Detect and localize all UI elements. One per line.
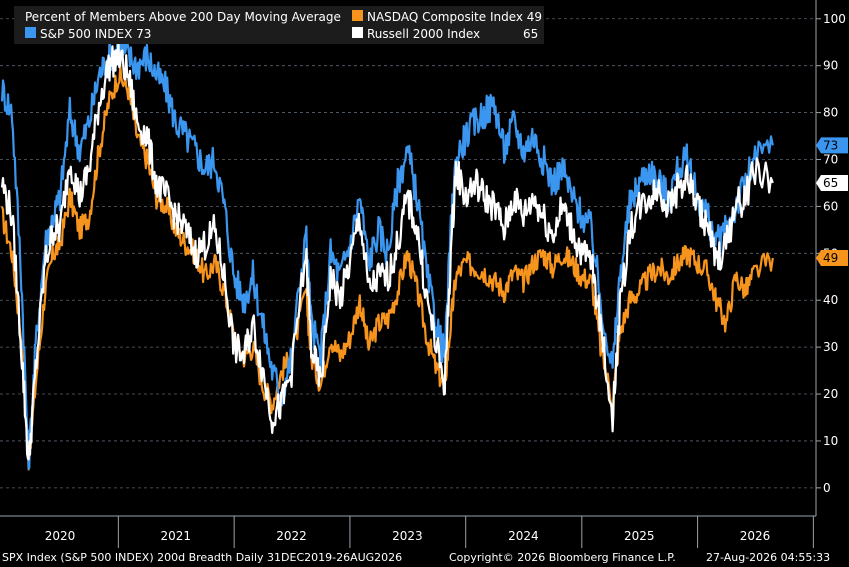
y-tick-label: 40	[823, 293, 838, 307]
series-layer	[0, 38, 774, 471]
value-tag-label: 73	[823, 138, 838, 152]
legend-value-russell: 65	[523, 27, 538, 41]
footer-copyright: Copyright© 2026 Bloomberg Finance L.P.	[449, 551, 676, 564]
y-tick-label: 20	[823, 387, 838, 401]
legend-swatch-nasdaq	[352, 10, 363, 21]
y-axis-ticks: 0102030405060708090100	[816, 12, 846, 495]
x-tick-label: 2022	[276, 529, 307, 543]
x-tick-label: 2023	[392, 529, 423, 543]
x-tick-label: 2021	[161, 529, 192, 543]
y-tick-label: 10	[823, 434, 838, 448]
x-tick-label: 2024	[508, 529, 539, 543]
y-tick-label: 30	[823, 340, 838, 354]
footer-timestamp: 27-Aug-2026 04:55:33	[706, 551, 830, 564]
value-tag-2: 65	[816, 174, 848, 191]
x-tick-label: 2026	[740, 529, 771, 543]
x-tick-label: 2020	[45, 529, 76, 543]
legend-swatch-russell	[352, 27, 363, 38]
value-tag-0: 49	[816, 250, 848, 266]
legend-swatch-spx	[25, 27, 36, 38]
chart-title: Percent of Members Above 200 Day Moving …	[25, 10, 341, 24]
footer-background	[0, 548, 849, 567]
x-tick-label: 2025	[624, 529, 655, 543]
y-tick-label: 60	[823, 199, 838, 213]
y-tick-label: 90	[823, 59, 838, 73]
y-tick-label: 0	[823, 481, 831, 495]
last-value-tags: 49 73 65	[816, 137, 848, 266]
series-line-2	[0, 40, 774, 461]
value-tag-label: 65	[823, 176, 838, 190]
y-tick-label: 100	[823, 12, 846, 26]
legend-label-spx: S&P 500 INDEX 73	[40, 27, 151, 41]
legend-background	[14, 6, 544, 44]
legend-label-nasdaq: NASDAQ Composite Index 49	[367, 10, 542, 24]
footer-source: SPX Index (S&P 500 INDEX) 200d Breadth D…	[2, 551, 402, 564]
y-tick-label: 80	[823, 106, 838, 120]
legend: Percent of Members Above 200 Day Moving …	[14, 6, 544, 44]
x-axis-ticks: 2020 2021 2022 2023 2024 2025 2026	[45, 529, 771, 543]
y-tick-label: 70	[823, 152, 838, 166]
value-tag-label: 49	[823, 251, 838, 265]
series-line-0	[0, 65, 774, 471]
legend-label-russell: Russell 2000 Index	[367, 27, 480, 41]
value-tag-1: 73	[816, 137, 848, 154]
x-axis-dividers	[117, 516, 814, 548]
